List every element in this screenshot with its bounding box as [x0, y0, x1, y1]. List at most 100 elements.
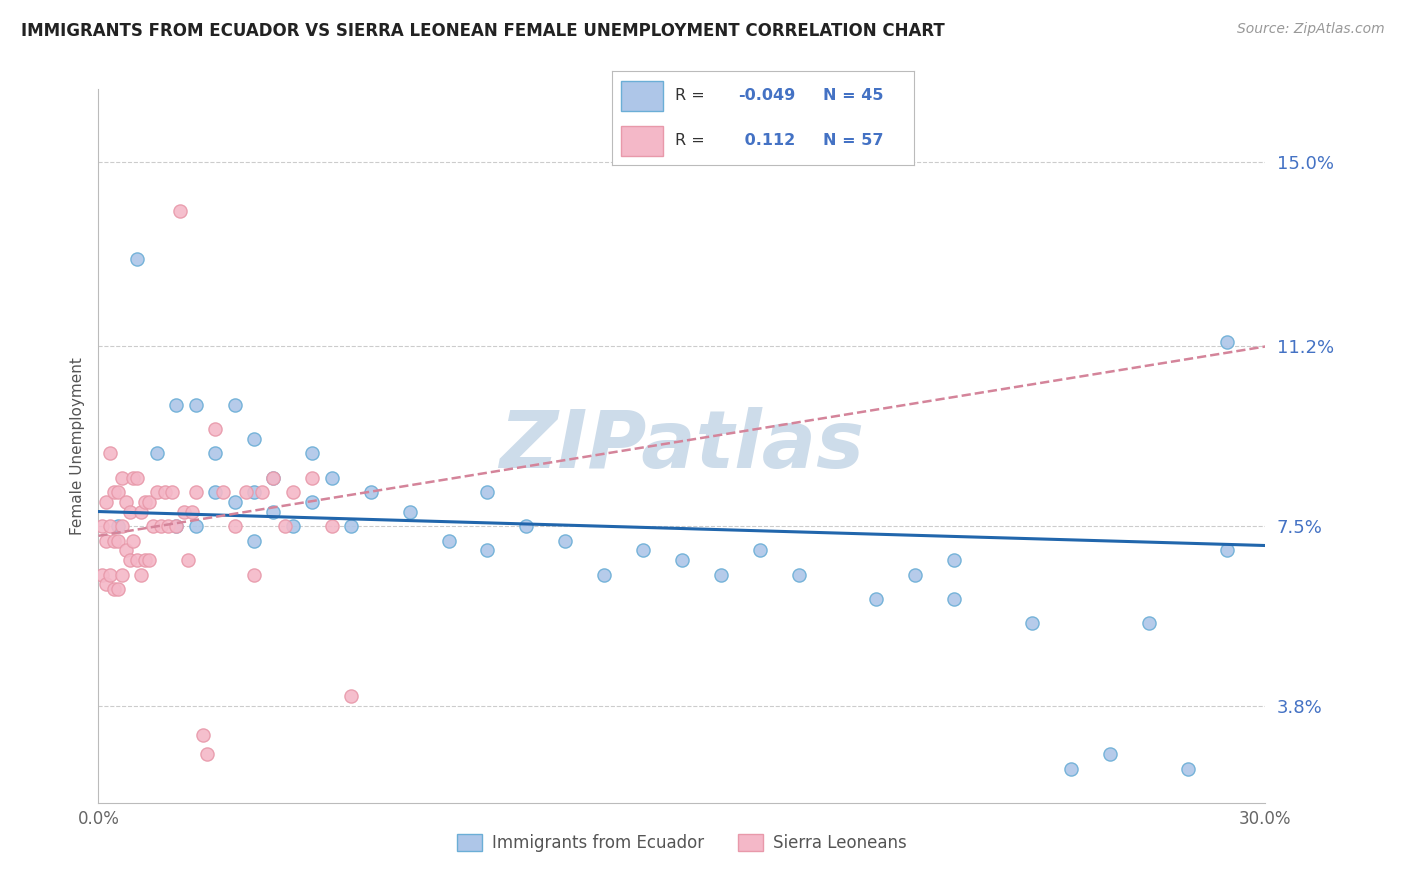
Text: 0.112: 0.112 [738, 133, 794, 148]
Text: Source: ZipAtlas.com: Source: ZipAtlas.com [1237, 22, 1385, 37]
Point [554, 533, 576, 548]
Text: R =: R = [675, 88, 704, 103]
Point [103, 485, 125, 500]
Point [91, 567, 114, 582]
Text: -0.049: -0.049 [738, 88, 796, 103]
Point [111, 519, 134, 533]
Point [111, 567, 134, 582]
Point [157, 519, 180, 533]
Point [321, 519, 343, 533]
Point [748, 543, 770, 558]
Point [122, 470, 145, 484]
Point [184, 485, 207, 500]
Point [477, 485, 499, 500]
Point [180, 504, 202, 518]
Point [437, 533, 460, 548]
Point [301, 495, 323, 509]
Point [138, 553, 160, 567]
Point [134, 553, 156, 567]
Point [1137, 616, 1160, 631]
Point [1215, 543, 1237, 558]
Point [1215, 334, 1237, 349]
Point [301, 470, 323, 484]
Point [165, 519, 187, 533]
Point [301, 446, 323, 460]
Text: R =: R = [675, 133, 704, 148]
Point [98, 567, 121, 582]
Text: N = 45: N = 45 [824, 88, 884, 103]
Point [262, 504, 284, 518]
Point [787, 567, 810, 582]
Point [250, 485, 273, 500]
Point [904, 567, 927, 582]
Point [243, 567, 266, 582]
Point [122, 533, 145, 548]
Point [177, 553, 200, 567]
Point [243, 533, 266, 548]
Point [281, 519, 304, 533]
Point [262, 470, 284, 484]
Point [149, 519, 172, 533]
Point [138, 495, 160, 509]
Point [96, 495, 118, 509]
Point [204, 422, 226, 436]
Point [173, 504, 195, 518]
Point [96, 577, 118, 591]
Point [204, 485, 226, 500]
Point [129, 504, 152, 518]
Point [321, 470, 343, 484]
Point [98, 446, 121, 460]
Point [943, 591, 966, 606]
Point [274, 519, 297, 533]
Point [477, 543, 499, 558]
Text: ZIPatlas: ZIPatlas [499, 407, 865, 485]
Point [127, 252, 149, 266]
Point [184, 519, 207, 533]
Point [204, 446, 226, 460]
Point [224, 398, 246, 412]
FancyBboxPatch shape [620, 81, 664, 111]
Point [243, 485, 266, 500]
Point [212, 485, 235, 500]
Point [103, 582, 125, 597]
Point [134, 495, 156, 509]
Point [360, 485, 382, 500]
Point [103, 533, 125, 548]
Point [710, 567, 733, 582]
Point [235, 485, 257, 500]
Point [98, 519, 121, 533]
Point [169, 203, 191, 218]
Point [107, 485, 129, 500]
Point [107, 582, 129, 597]
Point [195, 747, 218, 762]
Point [193, 728, 215, 742]
Point [146, 446, 169, 460]
Point [153, 485, 176, 500]
Point [943, 553, 966, 567]
Point [118, 504, 141, 518]
Point [1060, 762, 1083, 776]
Point [118, 553, 141, 567]
Point [162, 485, 184, 500]
Y-axis label: Female Unemployment: Female Unemployment [69, 357, 84, 535]
Point [340, 519, 363, 533]
Legend: Immigrants from Ecuador, Sierra Leoneans: Immigrants from Ecuador, Sierra Leoneans [451, 827, 912, 859]
FancyBboxPatch shape [620, 126, 664, 156]
Point [127, 553, 149, 567]
Point [111, 470, 134, 484]
Point [127, 470, 149, 484]
Text: IMMIGRANTS FROM ECUADOR VS SIERRA LEONEAN FEMALE UNEMPLOYMENT CORRELATION CHART: IMMIGRANTS FROM ECUADOR VS SIERRA LEONEA… [21, 22, 945, 40]
Point [224, 519, 246, 533]
Point [340, 689, 363, 703]
Point [1098, 747, 1121, 762]
Point [224, 495, 246, 509]
Point [243, 432, 266, 446]
Point [281, 485, 304, 500]
Point [865, 591, 887, 606]
Point [1021, 616, 1043, 631]
Point [262, 470, 284, 484]
Point [184, 398, 207, 412]
Point [631, 543, 654, 558]
Point [96, 533, 118, 548]
Point [114, 543, 136, 558]
